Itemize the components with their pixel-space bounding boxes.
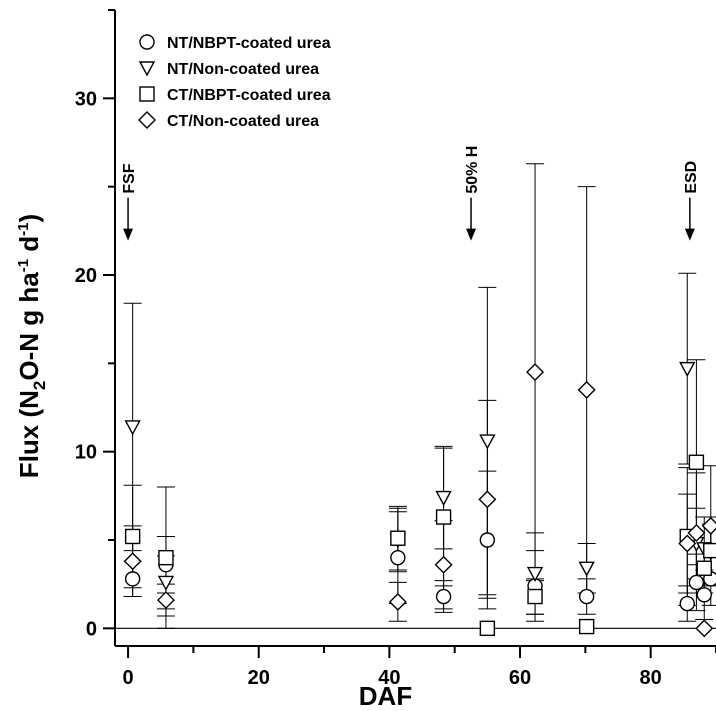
event-annotation: FSF: [121, 163, 138, 241]
x-tick-label: 20: [248, 667, 270, 689]
data-point: [157, 575, 175, 591]
plot-frame: [114, 10, 716, 647]
y-tick-label: 30: [75, 88, 97, 110]
y-title-part: O-N g ha: [14, 272, 44, 381]
data-point: [388, 592, 407, 611]
data-point: [123, 552, 142, 571]
data-point: [390, 530, 406, 546]
data-point: [526, 363, 545, 382]
legend-marker: [139, 34, 155, 50]
data-point: [526, 566, 544, 583]
data-point: [578, 588, 595, 605]
legend-label: CT/NBPT-coated urea: [167, 87, 331, 104]
y-axis: 0 10 20 30: [75, 9, 115, 640]
data-point: [435, 509, 452, 525]
data-point: [703, 542, 716, 559]
data-point: [679, 595, 695, 612]
data-point: [158, 549, 174, 566]
data-point: [695, 619, 714, 638]
data-point: [124, 528, 141, 545]
legend-label: NT/Non-coated urea: [167, 61, 319, 78]
data-point: [479, 434, 496, 450]
data-point: [479, 620, 496, 637]
y-title-superscript: -1: [15, 259, 32, 272]
legend-item: CT/Non-coated urea: [138, 111, 319, 130]
data-point: [696, 560, 712, 576]
data-point: [479, 532, 496, 548]
legend-item: NT/Non-coated urea: [138, 61, 319, 78]
data-point: [696, 587, 712, 603]
data-point: [701, 516, 716, 535]
data-point: [478, 490, 497, 509]
legend-label: NT/NBPT-coated urea: [167, 35, 331, 52]
y-axis-title: Flux (N2O-N g ha-1 d-1): [14, 214, 49, 478]
data-point: [578, 618, 595, 635]
legend-item: CT/NBPT-coated urea: [139, 86, 331, 104]
data-point: [124, 420, 141, 436]
legend: NT/NBPT-coated urea NT/Non-coated urea CT/…: [138, 34, 331, 130]
legend-marker: [138, 61, 156, 77]
annotation-arrow-head: [466, 228, 477, 241]
error-bars: [123, 163, 716, 629]
data-point: [434, 555, 453, 574]
x-tick-label: 60: [509, 667, 531, 689]
x-tick-label: 40: [378, 667, 400, 689]
y-title-part: ): [14, 214, 44, 223]
event-annotation: ESD: [683, 161, 700, 241]
data-point: [678, 534, 697, 553]
annotation-label: FSF: [121, 163, 138, 193]
data-point: [688, 454, 705, 470]
legend-marker: [138, 111, 156, 129]
data-point: [390, 549, 406, 566]
data-point: [679, 361, 696, 378]
y-title-superscript: -1: [15, 222, 32, 235]
y-title-part: d: [14, 236, 44, 259]
y-title-part: Flux (N: [14, 390, 44, 478]
data-point: [124, 571, 141, 587]
x-tick-label: 80: [640, 667, 662, 689]
data-point: [577, 380, 596, 399]
data-point: [156, 591, 175, 610]
x-axis-title: DAF: [359, 681, 412, 711]
y-tick-label: 20: [75, 265, 97, 287]
legend-marker: [139, 86, 155, 102]
legend-item: NT/NBPT-coated urea: [139, 34, 331, 52]
annotation-arrow-head: [123, 228, 134, 241]
legend-label: CT/Non-coated urea: [167, 113, 319, 130]
y-tick-label: 0: [86, 618, 97, 640]
data-point: [687, 523, 706, 542]
event-annotation: 50% H: [464, 146, 481, 241]
data-point: [688, 574, 705, 591]
data-point: [578, 561, 595, 577]
data-point: [527, 588, 543, 605]
y-title-subscript: 2: [30, 381, 49, 390]
x-tick-label: 0: [123, 667, 134, 689]
y-tick-label: 10: [75, 442, 97, 464]
x-axis: 0 20 40 60 80: [123, 646, 716, 689]
annotation-label: ESD: [683, 161, 700, 194]
data-markers: [123, 361, 716, 638]
data-point: [435, 588, 452, 605]
annotation-label: 50% H: [464, 146, 481, 194]
annotation-arrow-head: [684, 228, 695, 241]
data-point: [435, 490, 452, 507]
annotations: FSF 50% H ESD: [121, 146, 700, 241]
